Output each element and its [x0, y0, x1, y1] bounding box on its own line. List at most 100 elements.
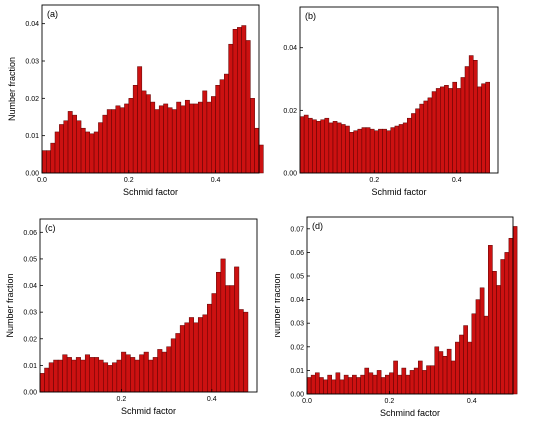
- bar: [48, 362, 54, 393]
- bar: [54, 131, 60, 174]
- plot-frame: [306, 216, 514, 395]
- bar: [402, 122, 408, 174]
- bar: [468, 55, 474, 174]
- chart-a: 0.0 0.2 0.4 0.00 0.01 0.02 0.03 0.04 Schmid fact…: [7, 4, 264, 197]
- bar: [496, 285, 501, 395]
- x-axis-label: Schmid factor: [371, 187, 426, 197]
- y-tick-label: 0.04: [290, 297, 304, 304]
- bar: [512, 226, 518, 395]
- bar: [132, 85, 138, 174]
- bar: [67, 111, 73, 174]
- bar: [41, 150, 47, 174]
- bar: [303, 114, 309, 174]
- y-tick-label: 0.07: [290, 226, 304, 233]
- bar: [206, 101, 212, 174]
- bar: [430, 365, 435, 395]
- plot-frame: [41, 4, 260, 174]
- bar: [84, 354, 90, 393]
- bar: [422, 370, 427, 395]
- bar: [116, 359, 122, 393]
- bar: [327, 374, 332, 395]
- bar: [234, 266, 240, 393]
- bar: [202, 90, 208, 174]
- bar: [353, 130, 359, 174]
- bar: [98, 122, 104, 174]
- bar: [435, 88, 441, 174]
- bar: [179, 325, 185, 393]
- bar: [250, 98, 255, 174]
- bar: [448, 88, 453, 174]
- bar: [148, 359, 154, 393]
- bar: [508, 237, 514, 395]
- bar: [62, 354, 68, 393]
- bar: [128, 98, 134, 174]
- bar: [124, 103, 130, 174]
- bar: [193, 322, 199, 393]
- bar: [238, 309, 244, 393]
- y-tick-label: 0.05: [23, 256, 37, 263]
- y-tick-label: 0.01: [25, 133, 39, 140]
- x-axis-label: Schmid factor: [121, 406, 176, 416]
- bar: [455, 341, 460, 395]
- bar: [485, 81, 491, 174]
- bar: [184, 99, 190, 174]
- y-tick-label: 0.01: [290, 368, 304, 375]
- bar: [446, 348, 452, 395]
- bar: [394, 125, 400, 174]
- panel-label: (a): [47, 9, 58, 19]
- bar: [103, 362, 109, 393]
- y-tick-label: 0.06: [290, 250, 304, 257]
- y-tick-label: 0.05: [290, 274, 304, 281]
- panel-label: (c): [45, 223, 56, 233]
- y-axis-label: Number fraction: [5, 273, 15, 337]
- bar: [39, 373, 45, 393]
- bar: [71, 359, 77, 393]
- bar: [386, 130, 392, 174]
- x-tick-label: 0.2: [385, 398, 395, 405]
- bar: [316, 121, 321, 174]
- bar: [397, 374, 403, 395]
- panel-c: 0.2 0.4 0.00 0.01 0.02 0.03 0.04 0.05 0.06 Schmid…: [0, 211, 275, 421]
- bar: [63, 120, 69, 174]
- bar: [409, 370, 415, 395]
- bar: [216, 271, 222, 393]
- bar: [220, 258, 226, 393]
- bar: [184, 322, 190, 393]
- bar: [245, 40, 251, 174]
- bar: [426, 365, 431, 395]
- bar: [44, 367, 50, 393]
- chart-c: 0.2 0.4 0.00 0.01 0.02 0.03 0.04 0.05 0.06 Schmid…: [5, 218, 258, 416]
- bar: [299, 116, 305, 174]
- bar: [72, 114, 77, 174]
- bar: [211, 96, 216, 174]
- bar: [492, 271, 497, 395]
- bar: [219, 79, 225, 174]
- bar: [306, 377, 312, 395]
- bar: [401, 367, 407, 395]
- bar: [382, 128, 387, 174]
- bar: [352, 374, 357, 395]
- bar: [341, 124, 346, 174]
- bar: [189, 103, 195, 174]
- chart-d: 0.0 0.2 0.4 0.00 0.01 0.02 0.03 0.04 0.05 0.06 0.0…: [272, 216, 518, 418]
- bar: [434, 346, 440, 395]
- bar: [357, 128, 363, 174]
- bar: [57, 359, 63, 393]
- bar: [188, 317, 194, 393]
- bar: [150, 101, 156, 174]
- bar: [75, 357, 81, 393]
- bar: [320, 119, 326, 174]
- y-tick-label: 0.02: [283, 108, 297, 115]
- x-axis-label: Schmind factor: [380, 408, 440, 418]
- bar: [237, 27, 242, 174]
- bar: [53, 359, 59, 393]
- y-tick-label: 0.00: [25, 171, 39, 178]
- bar: [314, 372, 320, 395]
- bar: [171, 109, 177, 174]
- panel-d: 0.0 0.2 0.4 0.00 0.01 0.02 0.03 0.04 0.05 0.06 0.0…: [272, 211, 550, 421]
- bar: [308, 117, 313, 174]
- y-tick-label: 0.00: [290, 392, 304, 399]
- bar: [473, 60, 478, 174]
- bar: [328, 122, 334, 174]
- bar: [483, 315, 489, 395]
